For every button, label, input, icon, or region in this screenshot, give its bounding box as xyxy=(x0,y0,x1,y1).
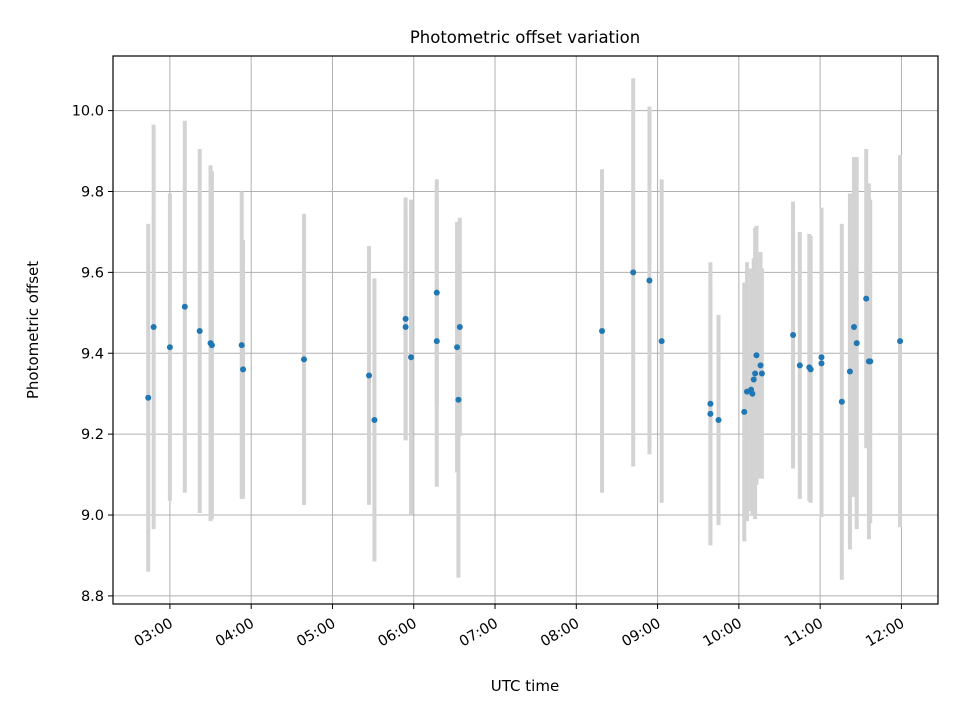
data-point xyxy=(867,358,874,365)
plot-frame xyxy=(112,55,939,605)
data-point xyxy=(433,338,440,345)
data-point xyxy=(753,352,760,359)
data-point xyxy=(166,344,173,351)
data-point xyxy=(145,394,152,401)
data-point xyxy=(851,323,858,330)
data-point xyxy=(402,323,409,330)
y-tick-label: 9.8 xyxy=(81,184,104,200)
data-point xyxy=(758,370,765,377)
x-tick-label: 11:00 xyxy=(782,616,826,651)
data-point xyxy=(846,368,853,375)
data-point xyxy=(790,332,797,339)
data-point xyxy=(807,366,814,373)
data-point xyxy=(402,315,409,322)
data-point xyxy=(599,328,606,335)
data-point xyxy=(749,390,756,397)
data-point xyxy=(853,340,860,347)
data-point xyxy=(371,416,378,423)
data-points xyxy=(145,269,904,423)
x-tick-label: 10:00 xyxy=(701,616,745,651)
data-point xyxy=(752,370,759,377)
y-axis-label: Photometric offset xyxy=(24,261,42,399)
data-point xyxy=(196,328,203,335)
chart-title: Photometric offset variation xyxy=(410,28,640,47)
data-point xyxy=(897,338,904,345)
x-tick-label: 03:00 xyxy=(132,616,176,651)
data-point xyxy=(454,344,461,351)
grid xyxy=(113,56,938,604)
x-tick-label: 08:00 xyxy=(538,616,582,651)
x-tick-label: 05:00 xyxy=(294,616,338,651)
data-point xyxy=(630,269,637,276)
data-point xyxy=(433,289,440,296)
y-tick-label: 8.8 xyxy=(81,589,104,605)
x-tick-label: 04:00 xyxy=(213,616,257,651)
data-point xyxy=(181,303,188,310)
data-point xyxy=(863,295,870,302)
data-point xyxy=(757,362,764,369)
x-tick-label: 12:00 xyxy=(863,616,907,651)
data-point xyxy=(646,277,653,284)
data-point xyxy=(796,362,803,369)
y-tick-label: 9.6 xyxy=(81,265,104,281)
y-tick-label: 10.0 xyxy=(72,104,104,120)
data-point xyxy=(408,354,415,361)
error-bars xyxy=(146,78,903,580)
data-point xyxy=(818,354,825,361)
data-point xyxy=(366,372,373,379)
x-tick-label: 09:00 xyxy=(619,616,663,651)
x-tick-label: 07:00 xyxy=(457,616,501,651)
data-point xyxy=(208,342,215,349)
data-point xyxy=(707,410,714,417)
data-point xyxy=(838,398,845,405)
data-point xyxy=(750,376,757,383)
data-point xyxy=(455,396,462,403)
data-point xyxy=(658,338,665,345)
data-point xyxy=(238,342,245,349)
y-tick-label: 9.0 xyxy=(81,508,104,524)
data-point xyxy=(715,416,722,423)
y-tick-label: 9.4 xyxy=(81,346,104,362)
y-axis-ticks: 8.8 9.0 9.2 9.4 9.6 9.8 10.0 xyxy=(72,104,113,605)
data-point xyxy=(240,366,247,373)
data-point xyxy=(741,408,748,415)
x-tick-label: 06:00 xyxy=(376,616,420,651)
data-point xyxy=(301,356,308,363)
y-tick-label: 9.2 xyxy=(81,427,104,443)
data-point xyxy=(150,323,157,330)
x-axis-ticks: 03:00 04:00 05:00 06:00 07:00 08:00 09:00 10:00… xyxy=(132,604,907,651)
x-axis-label: UTC time xyxy=(491,677,559,695)
data-point xyxy=(818,360,825,367)
data-point xyxy=(456,323,463,330)
data-point xyxy=(707,400,714,407)
